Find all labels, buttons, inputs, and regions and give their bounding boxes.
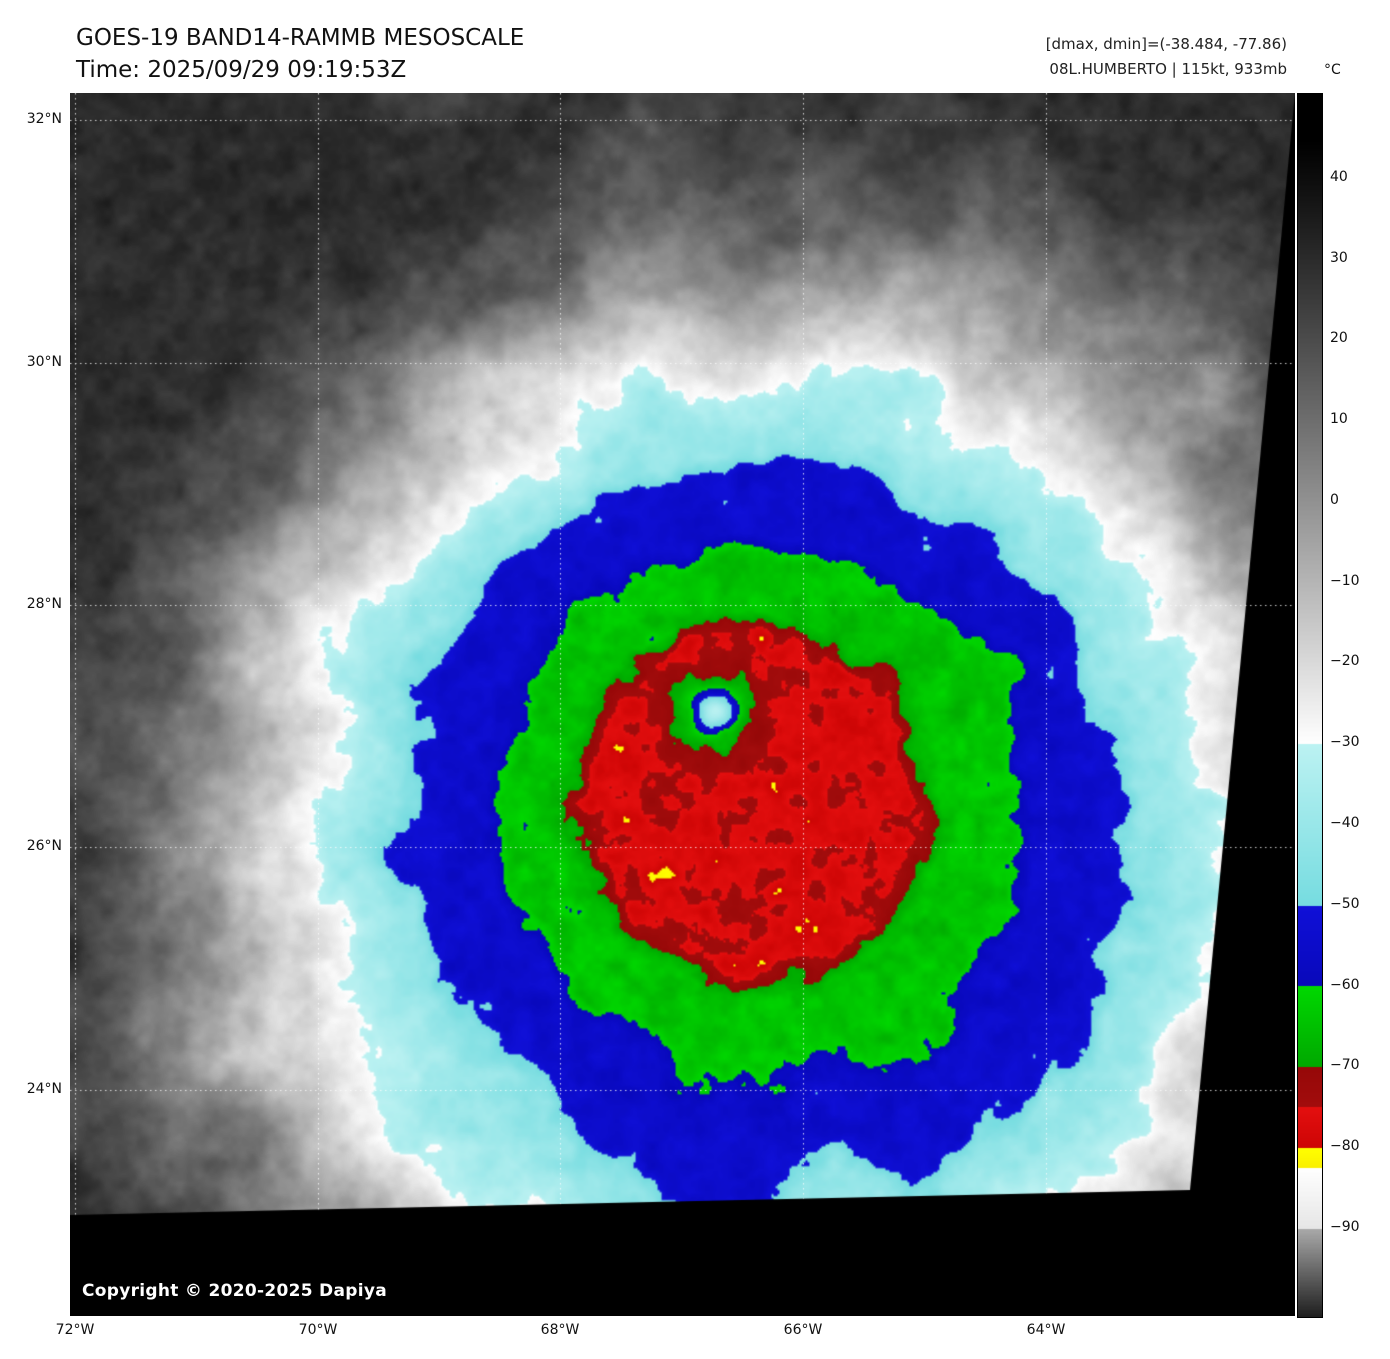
lat-tick-label: 24°N — [26, 1081, 62, 1097]
colorbar-tick-label: −60 — [1330, 976, 1360, 993]
colorbar — [1297, 93, 1323, 1318]
colorbar-unit-label: °C — [1324, 62, 1341, 78]
lat-tick-label: 26°N — [26, 838, 62, 854]
colorbar-tick-label: −20 — [1330, 653, 1360, 670]
copyright-label: Copyright © 2020-2025 Dapiya — [82, 1281, 387, 1301]
lat-tick-label: 30°N — [26, 354, 62, 370]
colorbar-tick-label: 10 — [1330, 411, 1348, 428]
lon-tick-label: 72°W — [55, 1322, 95, 1338]
colorbar-tick-label: −30 — [1330, 734, 1360, 751]
dmax-dmin-annotation: [dmax, dmin]=(-38.484, -77.86) — [1045, 35, 1287, 53]
satellite-image-canvas — [70, 93, 1295, 1316]
colorbar-tick-label: 0 — [1330, 491, 1339, 508]
colorbar-tick-label: −80 — [1330, 1138, 1360, 1155]
colorbar-tick-label: 30 — [1330, 249, 1348, 266]
product-time: Time: 2025/09/29 09:19:53Z — [76, 57, 407, 83]
colorbar-tick-label: 40 — [1330, 168, 1348, 185]
lon-tick-label: 64°W — [1026, 1322, 1066, 1338]
colorbar-tick-label: 20 — [1330, 330, 1348, 347]
colorbar-tick-label: −50 — [1330, 895, 1360, 912]
colorbar-tick-label: −70 — [1330, 1057, 1360, 1074]
lon-tick-label: 70°W — [298, 1322, 338, 1338]
lat-tick-label: 32°N — [26, 111, 62, 127]
lon-tick-label: 66°W — [783, 1322, 823, 1338]
storm-info-annotation: 08L.HUMBERTO | 115kt, 933mb — [1049, 60, 1287, 78]
product-title: GOES-19 BAND14-RAMMB MESOSCALE — [76, 25, 525, 51]
satellite-map-plot: Copyright © 2020-2025 Dapiya — [70, 93, 1295, 1316]
colorbar-tick-label: −10 — [1330, 572, 1360, 589]
lat-tick-label: 28°N — [26, 596, 62, 612]
colorbar-tick-label: −90 — [1330, 1218, 1360, 1235]
colorbar-tick-label: −40 — [1330, 815, 1360, 832]
lon-tick-label: 68°W — [540, 1322, 580, 1338]
